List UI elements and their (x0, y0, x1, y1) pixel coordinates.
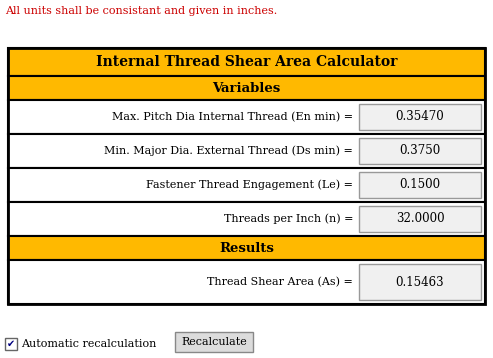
Bar (359, 206, 481, 232)
Bar (359, 172, 481, 198)
Text: 32.0000: 32.0000 (396, 213, 444, 226)
Bar (8, 260, 485, 304)
Text: Automatic recalculation: Automatic recalculation (21, 339, 156, 349)
Bar (8, 48, 485, 304)
Bar (8, 168, 485, 202)
Text: 0.15463: 0.15463 (396, 276, 444, 289)
Bar (359, 138, 481, 164)
Bar (8, 236, 485, 260)
Bar (8, 134, 485, 168)
Text: 0.1500: 0.1500 (399, 179, 441, 192)
Bar (8, 202, 485, 236)
Bar (8, 48, 485, 76)
Text: Threads per Inch (n) =: Threads per Inch (n) = (223, 214, 353, 224)
Text: Results: Results (219, 242, 274, 255)
Text: ✔: ✔ (7, 339, 15, 349)
Text: Min. Major Dia. External Thread (Ds min) =: Min. Major Dia. External Thread (Ds min)… (104, 146, 353, 156)
Text: Recalculate: Recalculate (181, 337, 247, 347)
Bar (8, 76, 485, 100)
Text: Internal Thread Shear Area Calculator: Internal Thread Shear Area Calculator (96, 55, 397, 69)
Bar (175, 332, 253, 352)
Bar (8, 100, 485, 134)
Text: Fastener Thread Engagement (Le) =: Fastener Thread Engagement (Le) = (146, 180, 353, 190)
Text: 0.35470: 0.35470 (395, 111, 444, 124)
Text: 0.3750: 0.3750 (399, 145, 441, 158)
Bar (5, 338, 17, 350)
Text: All units shall be consistant and given in inches.: All units shall be consistant and given … (5, 6, 277, 16)
Bar (359, 264, 481, 300)
Text: Thread Shear Area (As) =: Thread Shear Area (As) = (207, 277, 353, 287)
Text: Variables: Variables (212, 82, 281, 95)
Text: Max. Pitch Dia Internal Thread (En min) =: Max. Pitch Dia Internal Thread (En min) … (112, 112, 353, 122)
Bar (359, 104, 481, 130)
